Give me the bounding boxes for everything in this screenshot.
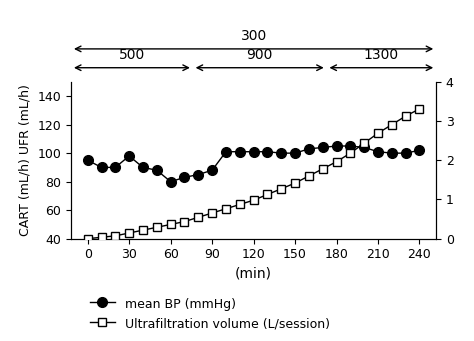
Text: 900: 900 (246, 48, 273, 62)
X-axis label: (min): (min) (235, 267, 272, 281)
Y-axis label: CART (mL/h) UFR (mL/h): CART (mL/h) UFR (mL/h) (19, 84, 32, 236)
Text: 1300: 1300 (364, 48, 399, 62)
Text: 500: 500 (119, 48, 145, 62)
Legend: mean BP (mmHg), Ultrafiltration volume (L/session): mean BP (mmHg), Ultrafiltration volume (… (85, 292, 335, 336)
Text: 300: 300 (240, 29, 267, 43)
